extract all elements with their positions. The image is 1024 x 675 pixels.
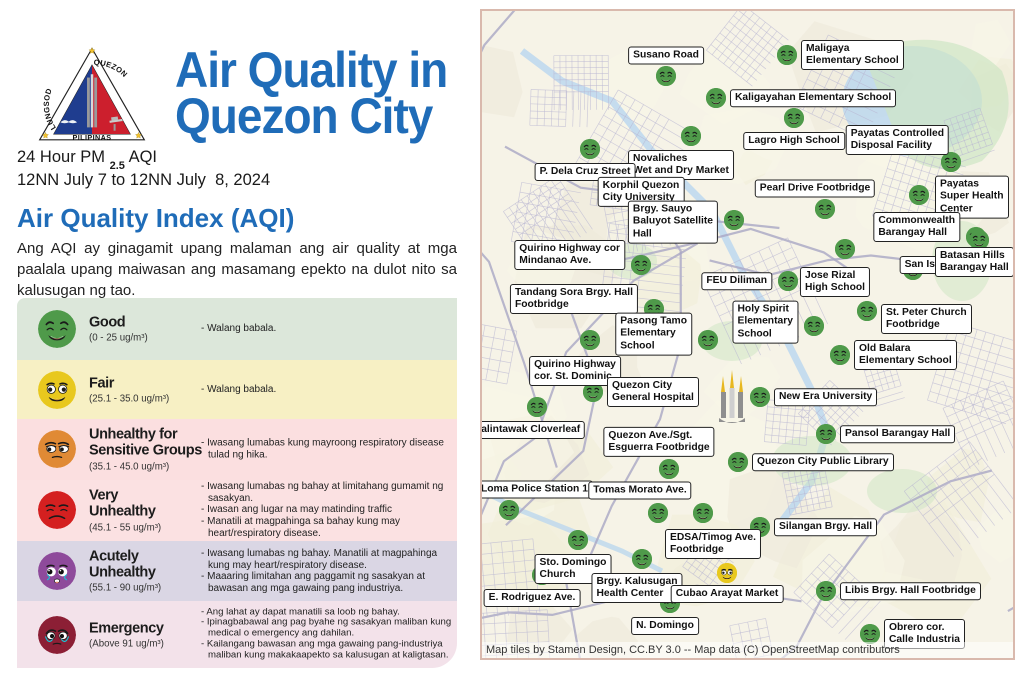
svg-text:LUNGSOD: LUNGSOD <box>42 87 58 131</box>
svg-text:PILIPINAS: PILIPINAS <box>72 133 111 142</box>
